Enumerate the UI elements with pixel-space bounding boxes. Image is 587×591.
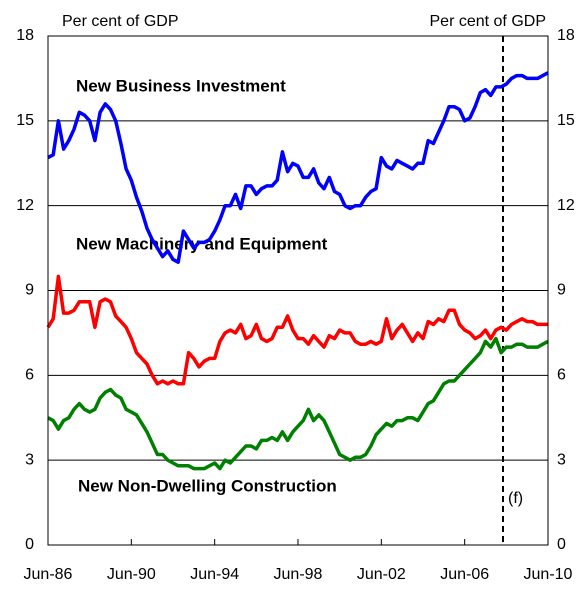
series-label: New Non-Dwelling Construction — [78, 476, 337, 495]
x-tick-label: Jun-10 — [524, 566, 573, 583]
x-tick-label: Jun-98 — [274, 566, 323, 583]
y2-tick-label: 3 — [557, 451, 566, 468]
x-tick-label: Jun-90 — [107, 566, 156, 583]
y2-tick-label: 15 — [557, 112, 575, 129]
annotation: (f) — [508, 490, 523, 507]
y-tick-label: 12 — [16, 197, 34, 214]
y-tick-label: 6 — [25, 367, 34, 384]
series-line — [47, 71, 549, 264]
x-tick-label: Jun-94 — [190, 566, 239, 583]
series-line — [47, 336, 549, 471]
y2-tick-label: 0 — [557, 536, 566, 553]
x-tick-label: Jun-06 — [440, 566, 489, 583]
y-tick-label: 15 — [16, 112, 34, 129]
x-tick-label: Jun-86 — [24, 566, 73, 583]
y2-tick-label: 9 — [557, 282, 566, 299]
y2-tick-label: 18 — [557, 27, 575, 44]
y-tick-label: 3 — [25, 451, 34, 468]
y-tick-label: 0 — [25, 536, 34, 553]
series-label: New Business Investment — [76, 76, 286, 95]
plot-frame — [47, 35, 549, 546]
y2-axis-label: Per cent of GDP — [430, 13, 547, 30]
y-tick-label: 9 — [25, 282, 34, 299]
series-line — [46, 274, 548, 386]
x-tick-label: Jun-02 — [357, 566, 406, 583]
y2-tick-label: 12 — [557, 197, 575, 214]
y2-tick-label: 6 — [557, 367, 566, 384]
y-tick-label: 18 — [16, 27, 34, 44]
y-axis-label: Per cent of GDP — [62, 13, 179, 30]
